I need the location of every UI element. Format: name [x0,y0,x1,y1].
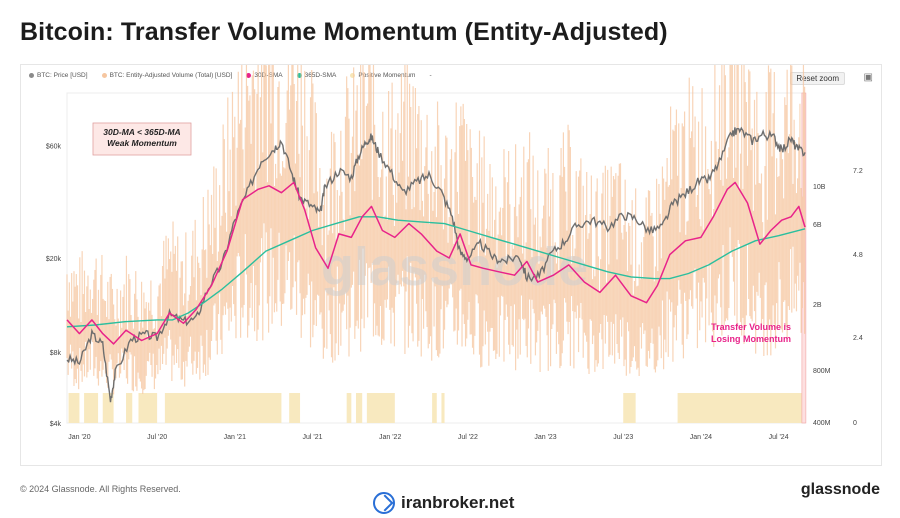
legend-swatch [296,73,302,78]
annotation-pink-line1: Transfer Volume is [711,322,791,332]
legend-label: Positive Momentum [358,72,416,79]
positive-momentum-band [355,393,363,423]
x-tick-label: Jul '24 [769,434,789,441]
legend-item-sma365[interactable]: 365D-SMA [296,72,337,79]
y-left-tick-label: $20k [46,256,62,263]
annotation-line2: Weak Momentum [107,138,177,148]
positive-momentum-band [677,393,805,423]
y-volume-tick-label: 400M [813,420,831,427]
positive-momentum-band [126,393,133,423]
y-volume-tick-label: 800M [813,368,831,375]
positive-momentum-band [102,393,114,423]
y-left-tick-label: $8k [50,350,62,357]
x-tick-label: Jul '20 [147,434,167,441]
broker-logo-icon [373,492,395,514]
legend-item-volume[interactable]: BTC: Entity-Adjusted Volume (Total) [USD… [101,72,233,79]
legend-label: BTC: Entity-Adjusted Volume (Total) [USD… [109,72,233,79]
footer-copyright: © 2024 Glassnode. All Rights Reserved. [20,484,181,494]
positive-momentum-band [432,393,437,423]
y-left-tick-label: $60k [46,143,62,150]
y-right-tick-label: 0 [853,420,857,427]
y-volume-tick-label: 2B [813,302,822,309]
legend-label: BTC: Price [USD] [37,72,88,79]
x-tick-label: Jan '24 [690,434,712,441]
price-line [66,126,806,403]
x-tick-label: Jan '21 [224,434,246,441]
y-right-tick-label: 4.8 [853,252,863,259]
x-tick-label: Jul '21 [302,434,322,441]
positive-momentum-band [68,393,80,423]
x-tick-label: Jan '23 [534,434,556,441]
annotation-pink-line2: Losing Momentum [711,334,791,344]
broker-name: iranbroker.net [401,493,515,512]
y-right-tick-label: 7.2 [853,168,863,175]
legend-swatch [350,73,356,78]
x-tick-label: Jan '20 [68,434,90,441]
x-tick-label: Jan '22 [379,434,401,441]
legend-label: - [429,72,432,79]
x-tick-label: Jul '23 [613,434,633,441]
x-tick-label: Jul '22 [458,434,478,441]
annotation-box [92,122,192,156]
footer-brand: glassnode [800,481,880,498]
legend-item-positive[interactable]: Positive Momentum [350,72,415,79]
annotation-line1: 30D-MA < 365D-MA [103,127,180,137]
page-title: Bitcoin: Transfer Volume Momentum (Entit… [20,18,668,46]
positive-momentum-band [289,393,301,423]
y-left-tick-label: $4k [50,421,62,428]
positive-momentum-band [441,393,445,423]
y-volume-tick-label: 6B [813,222,822,229]
positive-momentum-band [164,393,282,423]
camera-icon[interactable]: ▣ [863,72,873,83]
positive-momentum-band [138,393,158,423]
legend-swatch [246,73,252,78]
positive-momentum-band [623,393,636,423]
positive-momentum-band [346,393,352,423]
legend-swatch [101,73,107,78]
sma30-line [66,181,806,345]
sma365-line [66,216,806,328]
legend-item-price[interactable]: BTC: Price [USD] [29,72,88,79]
broker-brand: iranbroker.net [373,492,514,514]
chart-panel: BTC: Price [USD] BTC: Entity-Adjusted Vo… [20,64,882,466]
legend-item-extra[interactable]: - [429,72,431,79]
y-volume-tick-label: 10B [813,184,826,191]
legend-label: 365D-SMA [304,72,337,79]
legend-swatch [29,73,34,78]
positive-momentum-band [84,393,99,423]
positive-momentum-band [366,393,395,423]
y-right-tick-label: 2.4 [853,335,863,342]
